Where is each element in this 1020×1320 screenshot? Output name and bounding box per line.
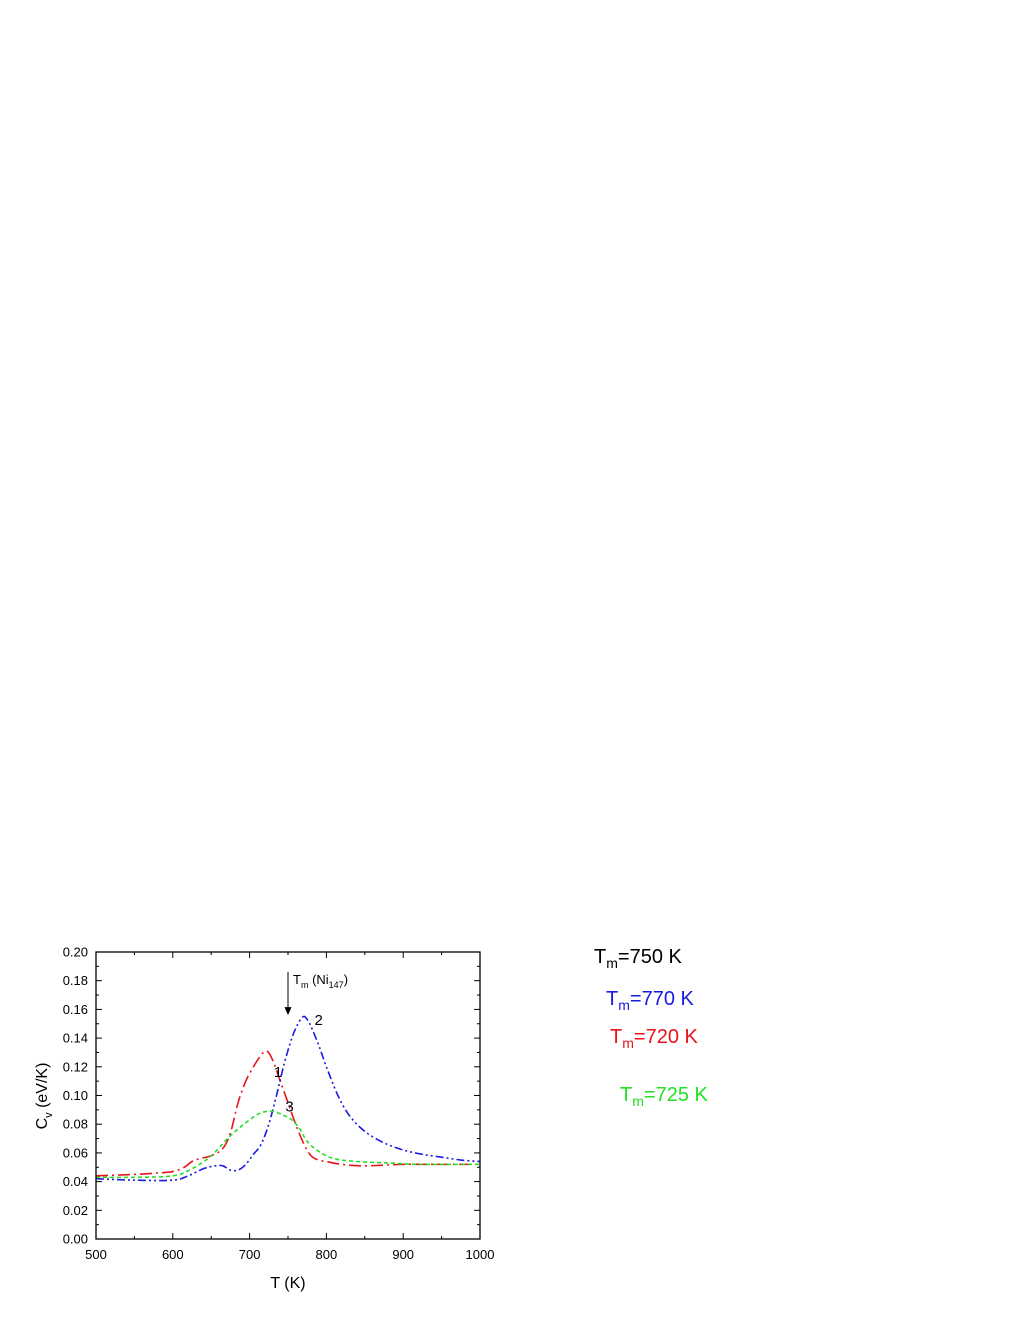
ticks-layer: 500 600 700 800 900 1000 0.00 0.02 0.04 0.06 0.08 0… <box>63 945 495 1263</box>
x-tick-label: 1000 <box>466 1247 495 1262</box>
x-axis-label: T (K) <box>270 1275 305 1292</box>
tm-label-green-main: T <box>620 1084 633 1106</box>
series-line-2 <box>95 1015 481 1182</box>
annotation-main: T <box>293 972 301 987</box>
y-tick-label: 0.02 <box>63 1203 88 1218</box>
y-tick-label: 0.14 <box>63 1031 88 1046</box>
tm-label-green-value: =725 K <box>643 1084 708 1106</box>
tm-label-blue-main: T <box>606 988 619 1010</box>
annotation-sub2: 147 <box>329 980 344 990</box>
tm-label-black: Tm=750 K <box>594 946 682 971</box>
y-tick-label: 0.04 <box>63 1174 88 1189</box>
tm-label-green: Tm=725 K <box>620 1084 708 1109</box>
y-tick-label: 0.00 <box>63 1232 88 1247</box>
tm-label-black-value: =750 K <box>617 946 682 968</box>
series-label-2: 2 <box>315 1012 323 1029</box>
tm-label-black-main: T <box>594 946 607 968</box>
tm-label-blue-value: =770 K <box>629 988 694 1010</box>
x-tick-label: 700 <box>239 1247 261 1262</box>
y-tick-label: 0.18 <box>63 973 88 988</box>
y-axis-label-sub: v <box>43 1112 55 1118</box>
series-label-1: 1 <box>274 1064 282 1081</box>
tm-label-red-sub: m <box>622 1035 634 1051</box>
y-tick-label: 0.12 <box>63 1059 88 1074</box>
series-label-3: 3 <box>285 1098 293 1115</box>
tm-label-green-sub: m <box>632 1093 644 1109</box>
x-tick-label: 600 <box>162 1247 184 1262</box>
tm-label-black-sub: m <box>606 955 618 971</box>
plot-frame <box>95 951 481 1240</box>
series-line-3 <box>95 1110 480 1179</box>
tm-label-red-value: =720 K <box>633 1026 698 1048</box>
y-tick-label: 0.10 <box>63 1088 88 1103</box>
y-tick-label: 0.16 <box>63 1002 88 1017</box>
annotation-text: Tm (Ni147) <box>293 972 348 990</box>
annotation-sub: m <box>301 980 309 990</box>
tm-label-blue: Tm=770 K <box>606 988 694 1013</box>
x-tick-label: 800 <box>316 1247 338 1262</box>
y-axis-label: Cv (eV/K) <box>34 1063 55 1130</box>
series-line-1 <box>95 1050 480 1177</box>
annotation-mid: (Ni <box>308 972 328 987</box>
y-tick-label: 0.06 <box>63 1145 88 1160</box>
annotation-end: ) <box>344 972 348 987</box>
annotation-layer: Tm (Ni147) <box>284 972 348 1016</box>
x-tick-label: 900 <box>392 1247 414 1262</box>
annotation-arrow-head <box>284 1007 292 1016</box>
y-axis-label-main: C <box>34 1118 51 1130</box>
y-tick-label: 0.08 <box>63 1117 88 1132</box>
series-layer: 1 2 3 <box>95 1012 481 1182</box>
tm-label-red: Tm=720 K <box>610 1026 698 1051</box>
tm-label-red-main: T <box>610 1026 623 1048</box>
x-tick-label: 500 <box>85 1247 107 1262</box>
y-tick-label: 0.20 <box>63 945 88 960</box>
y-axis-label-rest: (eV/K) <box>34 1063 51 1113</box>
tm-label-blue-sub: m <box>618 997 630 1013</box>
